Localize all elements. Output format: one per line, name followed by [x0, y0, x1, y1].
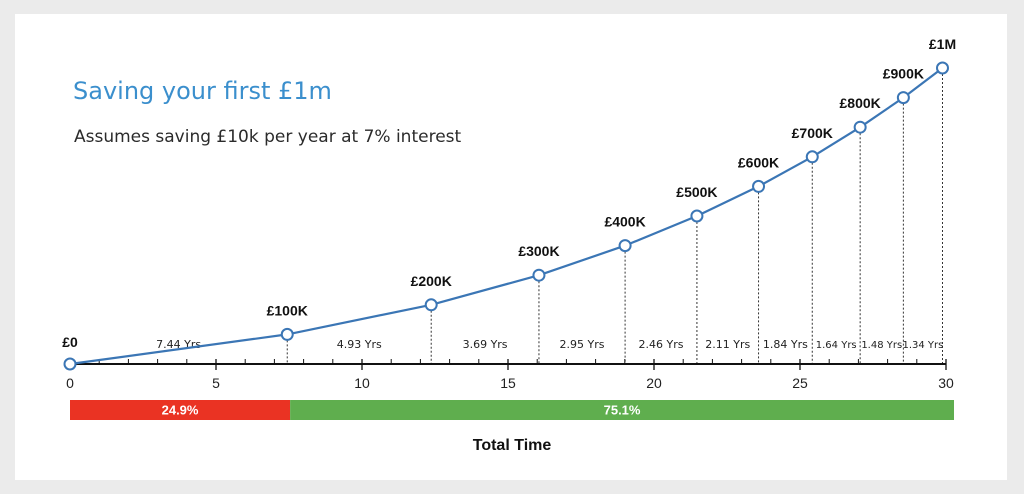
interval-label: 1.84 Yrs — [763, 338, 808, 351]
data-point-marker — [690, 209, 704, 223]
x-tick-label: 30 — [938, 375, 954, 391]
interval-label: 2.46 Yrs — [639, 338, 684, 351]
data-point-label: £600K — [738, 154, 779, 170]
data-point-label: £400K — [604, 214, 645, 230]
interval-label: 2.95 Yrs — [560, 338, 605, 351]
chart-title: Saving your first £1m — [73, 77, 332, 105]
savings-line — [69, 67, 944, 366]
data-point-label: £700K — [792, 125, 833, 141]
x-tick-label: 15 — [500, 375, 516, 391]
savings-line-chart: 0 5 10 15 20 25 307.44 Yrs 4.93 Yrs 3.69 Yrs 2.95… — [62, 36, 956, 454]
interval-label: 1.48 Yrs — [861, 340, 902, 351]
x-tick-label: 5 — [212, 375, 220, 391]
interval-label: 1.34 Yrs — [902, 340, 943, 351]
data-point-marker — [935, 61, 949, 75]
time-split-segment — [290, 400, 955, 420]
data-point-label: £200K — [411, 273, 452, 289]
x-tick-label: 25 — [792, 375, 808, 391]
data-point-marker — [532, 268, 546, 282]
interval-label: 3.69 Yrs — [463, 338, 508, 351]
chart-card: Saving your first £1m Assumes saving £10… — [15, 14, 1007, 480]
interval-label: 2.11 Yrs — [705, 338, 750, 351]
x-tick-label: 0 — [66, 375, 74, 391]
x-tick-label: 10 — [354, 375, 370, 391]
data-point-marker — [63, 357, 77, 371]
interval-label: 4.93 Yrs — [337, 338, 382, 351]
chart-subtitle: Assumes saving £10k per year at 7% inter… — [74, 127, 462, 147]
data-point-label: £100K — [267, 302, 308, 318]
data-point-label: £900K — [883, 66, 924, 82]
total-time-title: Total Time — [473, 437, 552, 454]
interval-label: 1.64 Yrs — [816, 340, 857, 351]
data-point-label: £300K — [518, 243, 559, 259]
data-point-marker — [280, 327, 294, 341]
data-point-label: £0 — [62, 334, 78, 350]
x-tick-label: 20 — [646, 375, 662, 391]
data-point-marker — [752, 179, 766, 193]
data-point-label: £800K — [840, 95, 881, 111]
data-point-marker — [618, 239, 632, 253]
time-split-segment — [70, 400, 291, 420]
data-point-marker — [853, 120, 867, 134]
data-point-marker — [896, 91, 910, 105]
data-point-marker — [805, 150, 819, 164]
time-split-label: 75.1% — [604, 403, 641, 418]
time-split-label: 24.9% — [162, 403, 199, 418]
data-point-label: £1M — [929, 36, 956, 52]
data-point-marker — [424, 298, 438, 312]
data-point-label: £500K — [676, 184, 717, 200]
